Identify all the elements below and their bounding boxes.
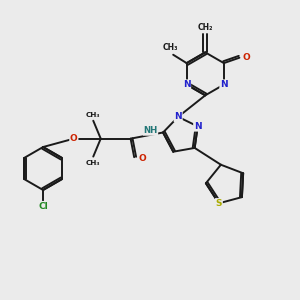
- Text: N: N: [174, 112, 182, 121]
- Text: CH₂: CH₂: [197, 23, 213, 32]
- Text: CH₃: CH₃: [86, 112, 100, 118]
- Text: CH₃: CH₃: [86, 160, 100, 166]
- Text: O: O: [242, 52, 250, 62]
- Text: NH: NH: [143, 126, 158, 135]
- Text: N: N: [220, 80, 228, 89]
- Text: N: N: [183, 80, 190, 89]
- Text: CH₃: CH₃: [163, 43, 178, 52]
- Text: O: O: [70, 134, 78, 143]
- Text: S: S: [216, 199, 222, 208]
- Text: N: N: [194, 122, 202, 131]
- Text: O: O: [139, 154, 146, 163]
- Text: Cl: Cl: [38, 202, 48, 211]
